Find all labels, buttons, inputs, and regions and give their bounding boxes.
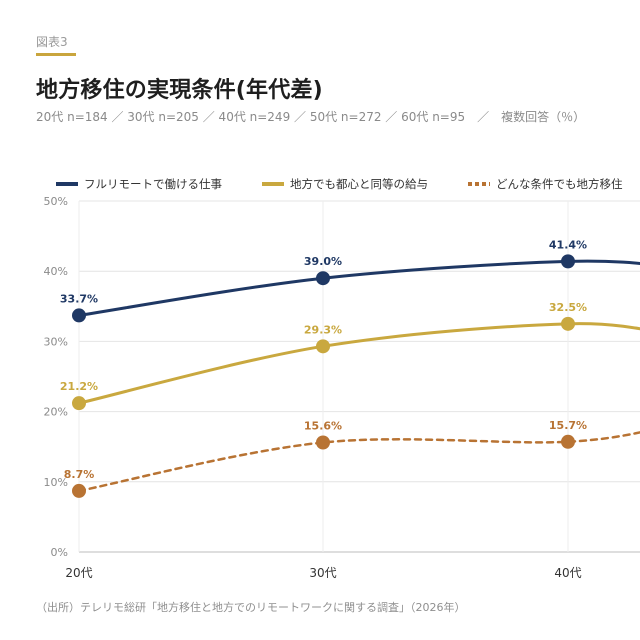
y-tick-label: 40% bbox=[44, 265, 68, 278]
data-label: 21.2% bbox=[60, 380, 98, 393]
data-point bbox=[72, 396, 86, 411]
data-label: 32.5% bbox=[549, 301, 587, 314]
series-line-1 bbox=[77, 259, 640, 317]
y-tick-label: 10% bbox=[44, 476, 68, 489]
x-tick-label: 20代 bbox=[65, 566, 92, 580]
legend-label: 地方でも都心と同等の給与 bbox=[290, 177, 428, 191]
data-point bbox=[561, 316, 575, 331]
chart-subtitle: 20代 n=184 ／ 30代 n=205 ／ 40代 n=249 ／ 50代 … bbox=[36, 110, 586, 124]
data-label: 33.7% bbox=[60, 292, 98, 305]
x-tick-label: 40代 bbox=[554, 566, 581, 580]
y-tick-label: 50% bbox=[44, 195, 68, 208]
data-label: 15.6% bbox=[304, 419, 342, 432]
data-label: 8.7% bbox=[64, 468, 95, 481]
figure-label-underline bbox=[36, 53, 76, 56]
legend-label: どんな条件でも地方移住 bbox=[496, 177, 623, 191]
grid bbox=[78, 200, 640, 553]
source-note: （出所）テレリモ総研「地方移住と地方でのリモートワークに関する調査」（2026年… bbox=[36, 601, 466, 614]
series-line-2 bbox=[77, 322, 640, 405]
data-point bbox=[316, 435, 330, 450]
y-tick-label: 0% bbox=[51, 546, 68, 559]
legend-label: フルリモートで働ける仕事 bbox=[84, 177, 222, 191]
data-point bbox=[72, 308, 86, 323]
data-point bbox=[561, 254, 575, 269]
legend: フルリモートで働ける仕事 地方でも都心と同等の給与 どんな条件でも地方移住 bbox=[56, 177, 623, 191]
y-tick-label: 30% bbox=[44, 335, 68, 348]
series-layer bbox=[72, 254, 640, 498]
data-label: 29.3% bbox=[304, 323, 342, 336]
data-point bbox=[316, 339, 330, 354]
data-point bbox=[561, 434, 575, 449]
data-point bbox=[316, 271, 330, 286]
data-label: 41.4% bbox=[549, 238, 587, 251]
figure-label: 図表3 bbox=[36, 35, 68, 49]
axis-labels: 0% 10% 20% 30% 40% 50% 20代 30代 40代 bbox=[44, 195, 582, 580]
data-label: 15.7% bbox=[549, 419, 587, 432]
x-tick-label: 30代 bbox=[309, 566, 336, 580]
y-tick-label: 20% bbox=[44, 406, 68, 419]
series-line-3 bbox=[77, 431, 640, 493]
data-point bbox=[72, 483, 86, 498]
data-label-layer: 33.7% 39.0% 41.4% 21.2% 29.3% 32.5% 8.7% 15.6% 1… bbox=[60, 238, 587, 481]
chart-title: 地方移住の実現条件(年代差) bbox=[36, 78, 323, 103]
data-label: 39.0% bbox=[304, 255, 342, 268]
